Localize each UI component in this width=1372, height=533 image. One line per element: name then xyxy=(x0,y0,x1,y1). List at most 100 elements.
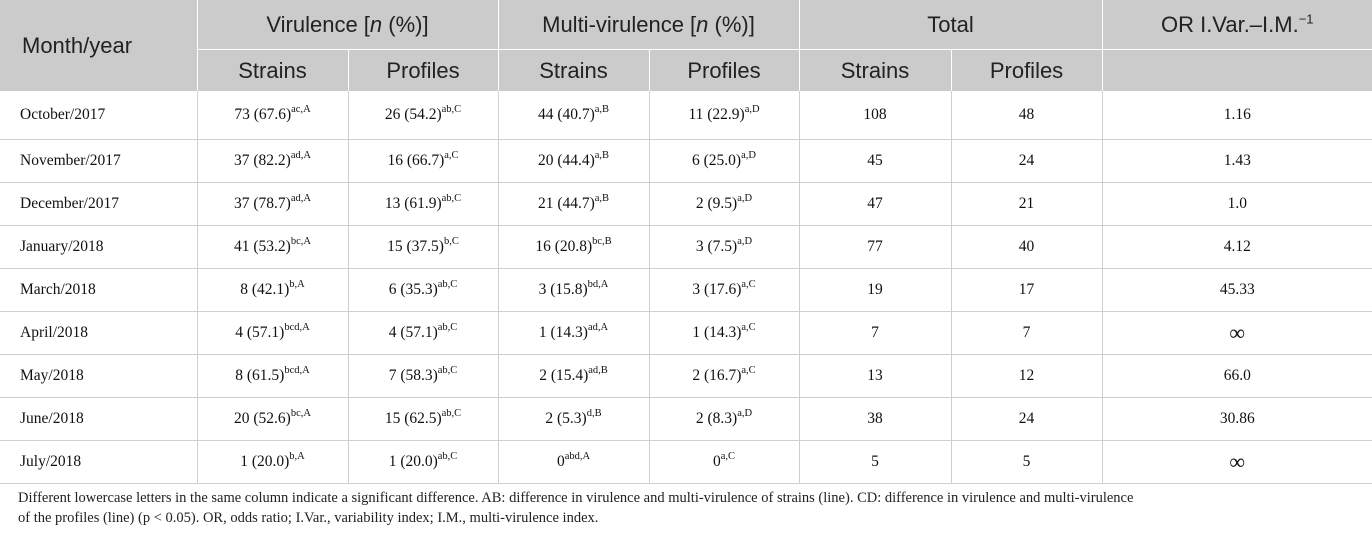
cell-total-strains: 108 xyxy=(799,91,952,140)
data-table: Month/year Virulence [n (%)] Multi-virul… xyxy=(0,0,1372,484)
cell-multivirulence-profiles: 2 (16.7)a,C xyxy=(649,354,800,398)
cell-month: May/2018 xyxy=(0,354,198,398)
cell-multivirulence-strains: 20 (44.4)a,B xyxy=(498,139,650,183)
cell-month: June/2018 xyxy=(0,397,198,441)
cell-value: 3 (15.8) xyxy=(538,281,588,299)
cell-multivirulence-strains: 3 (15.8)bd,A xyxy=(498,268,650,312)
cell-superscript: bc,A xyxy=(290,408,311,420)
footnote-line-1: Different lowercase letters in the same … xyxy=(18,490,1134,506)
cell-superscript: a,C xyxy=(741,322,756,334)
header-virulence-pct: (%)] xyxy=(382,11,429,37)
cell-superscript: bc,B xyxy=(592,236,612,248)
header-multivirulence-pct: (%)] xyxy=(708,11,755,37)
cell-or: 66.0 xyxy=(1102,354,1372,398)
cell-total-profiles: 24 xyxy=(951,397,1103,441)
cell-superscript: abd,A xyxy=(564,451,591,463)
table-row: March/2018 8 (42.1)b,A 6 (35.3)ab,C 3 (1… xyxy=(0,268,1372,312)
header-multivirulence-strains: Strains xyxy=(498,49,650,91)
cell-virulence-strains: 1 (20.0)b,A xyxy=(197,440,349,484)
cell-superscript: a,B xyxy=(594,193,610,205)
cell-multivirulence-profiles: 3 (17.6)a,C xyxy=(649,268,800,312)
cell-total-profiles: 17 xyxy=(951,268,1103,312)
cell-virulence-profiles: 15 (37.5)b,C xyxy=(348,225,499,269)
cell-multivirulence-profiles: 3 (7.5)a,D xyxy=(649,225,800,269)
cell-or: 30.86 xyxy=(1102,397,1372,441)
cell-value: 20 (44.4) xyxy=(537,152,595,170)
header-virulence-label: Virulence [ xyxy=(266,11,370,37)
cell-multivirulence-profiles: 0a,C xyxy=(649,440,800,484)
cell-month: April/2018 xyxy=(0,311,198,355)
cell-value: 1 (14.3) xyxy=(538,324,588,342)
cell-virulence-strains: 73 (67.6)ac,A xyxy=(197,91,349,140)
header-or-label: OR I.Var.–I.M. xyxy=(1160,11,1299,37)
cell-value: 2 (9.5) xyxy=(695,195,738,213)
cell-value: 11 (22.9) xyxy=(688,106,745,124)
cell-virulence-strains: 8 (42.1)b,A xyxy=(197,268,349,312)
cell-value: 26 (54.2) xyxy=(384,106,442,124)
cell-multivirulence-strains: 2 (15.4)ad,B xyxy=(498,354,650,398)
cell-or: 1.43 xyxy=(1102,139,1372,183)
cell-month: March/2018 xyxy=(0,268,198,312)
cell-value: 16 (20.8) xyxy=(535,238,593,256)
cell-superscript: ab,C xyxy=(437,279,458,291)
cell-total-profiles: 48 xyxy=(951,91,1103,140)
cell-virulence-profiles: 13 (61.9)ab,C xyxy=(348,182,499,226)
cell-total-profiles: 24 xyxy=(951,139,1103,183)
table-row: January/2018 41 (53.2)bc,A 15 (37.5)b,C … xyxy=(0,225,1372,269)
table-footnote: Different lowercase letters in the same … xyxy=(18,488,1363,528)
header-total-strains: Strains xyxy=(799,49,952,91)
header-virulence-strains: Strains xyxy=(197,49,349,91)
cell-multivirulence-profiles: 6 (25.0)a,D xyxy=(649,139,800,183)
cell-value: 15 (62.5) xyxy=(384,410,442,428)
cell-or: 1.16 xyxy=(1102,91,1372,140)
header-virulence-profiles: Profiles xyxy=(348,49,499,91)
header-multivirulence: Multi-virulence [n (%)] xyxy=(498,0,800,50)
cell-value: 3 (17.6) xyxy=(692,281,742,299)
table-row: December/2017 37 (78.7)ad,A 13 (61.9)ab,… xyxy=(0,182,1372,226)
cell-superscript: a,C xyxy=(741,279,756,291)
header-row-1: Month/year Virulence [n (%)] Multi-virul… xyxy=(0,0,1372,91)
cell-value: 37 (82.2) xyxy=(234,152,291,170)
cell-total-strains: 77 xyxy=(799,225,952,269)
cell-month: January/2018 xyxy=(0,225,198,269)
table-row: November/2017 37 (82.2)ad,A 16 (66.7)a,C… xyxy=(0,139,1372,183)
cell-value: 21 (44.7) xyxy=(537,195,595,213)
cell-superscript: bc,A xyxy=(290,236,311,248)
cell-virulence-profiles: 1 (20.0)ab,C xyxy=(348,440,499,484)
cell-superscript: ad,A xyxy=(290,150,311,162)
cell-value: 44 (40.7) xyxy=(537,106,595,124)
cell-total-profiles: 7 xyxy=(951,311,1103,355)
header-total: Total xyxy=(799,0,1103,50)
cell-multivirulence-profiles: 2 (8.3)a,D xyxy=(649,397,800,441)
cell-or: ∞ xyxy=(1102,311,1372,355)
header-month-label: Month/year xyxy=(22,32,133,58)
cell-superscript: bcd,A xyxy=(284,322,310,334)
cell-value: 13 (61.9) xyxy=(384,195,442,213)
cell-superscript: ad,A xyxy=(290,193,311,205)
cell-value: 7 (58.3) xyxy=(388,367,438,385)
table-header: Month/year Virulence [n (%)] Multi-virul… xyxy=(0,0,1372,91)
cell-superscript: d,B xyxy=(586,408,602,420)
cell-superscript: a,D xyxy=(741,150,756,162)
cell-superscript: ab,C xyxy=(441,408,462,420)
cell-superscript: a,D xyxy=(737,236,753,248)
cell-value: 15 (37.5) xyxy=(387,238,444,256)
cell-superscript: a,C xyxy=(444,150,459,162)
cell-value: 2 (5.3) xyxy=(545,410,587,428)
cell-value: 4 (57.1) xyxy=(388,324,438,342)
cell-virulence-profiles: 7 (58.3)ab,C xyxy=(348,354,499,398)
cell-multivirulence-strains: 16 (20.8)bc,B xyxy=(498,225,650,269)
cell-value: 1 (20.0) xyxy=(388,453,438,471)
table-row: October/2017 73 (67.6)ac,A 26 (54.2)ab,C… xyxy=(0,91,1372,140)
cell-month: November/2017 xyxy=(0,139,198,183)
cell-virulence-profiles: 15 (62.5)ab,C xyxy=(348,397,499,441)
cell-multivirulence-profiles: 11 (22.9)a,D xyxy=(649,91,800,140)
cell-superscript: ac,A xyxy=(291,104,311,116)
table-row: June/2018 20 (52.6)bc,A 15 (62.5)ab,C 2 … xyxy=(0,397,1372,441)
cell-superscript: a,D xyxy=(737,408,753,420)
cell-virulence-profiles: 6 (35.3)ab,C xyxy=(348,268,499,312)
table-body: October/2017 73 (67.6)ac,A 26 (54.2)ab,C… xyxy=(0,91,1372,484)
header-or: OR I.Var.–I.M.−1 xyxy=(1102,0,1372,50)
cell-total-profiles: 40 xyxy=(951,225,1103,269)
cell-or: 1.0 xyxy=(1102,182,1372,226)
